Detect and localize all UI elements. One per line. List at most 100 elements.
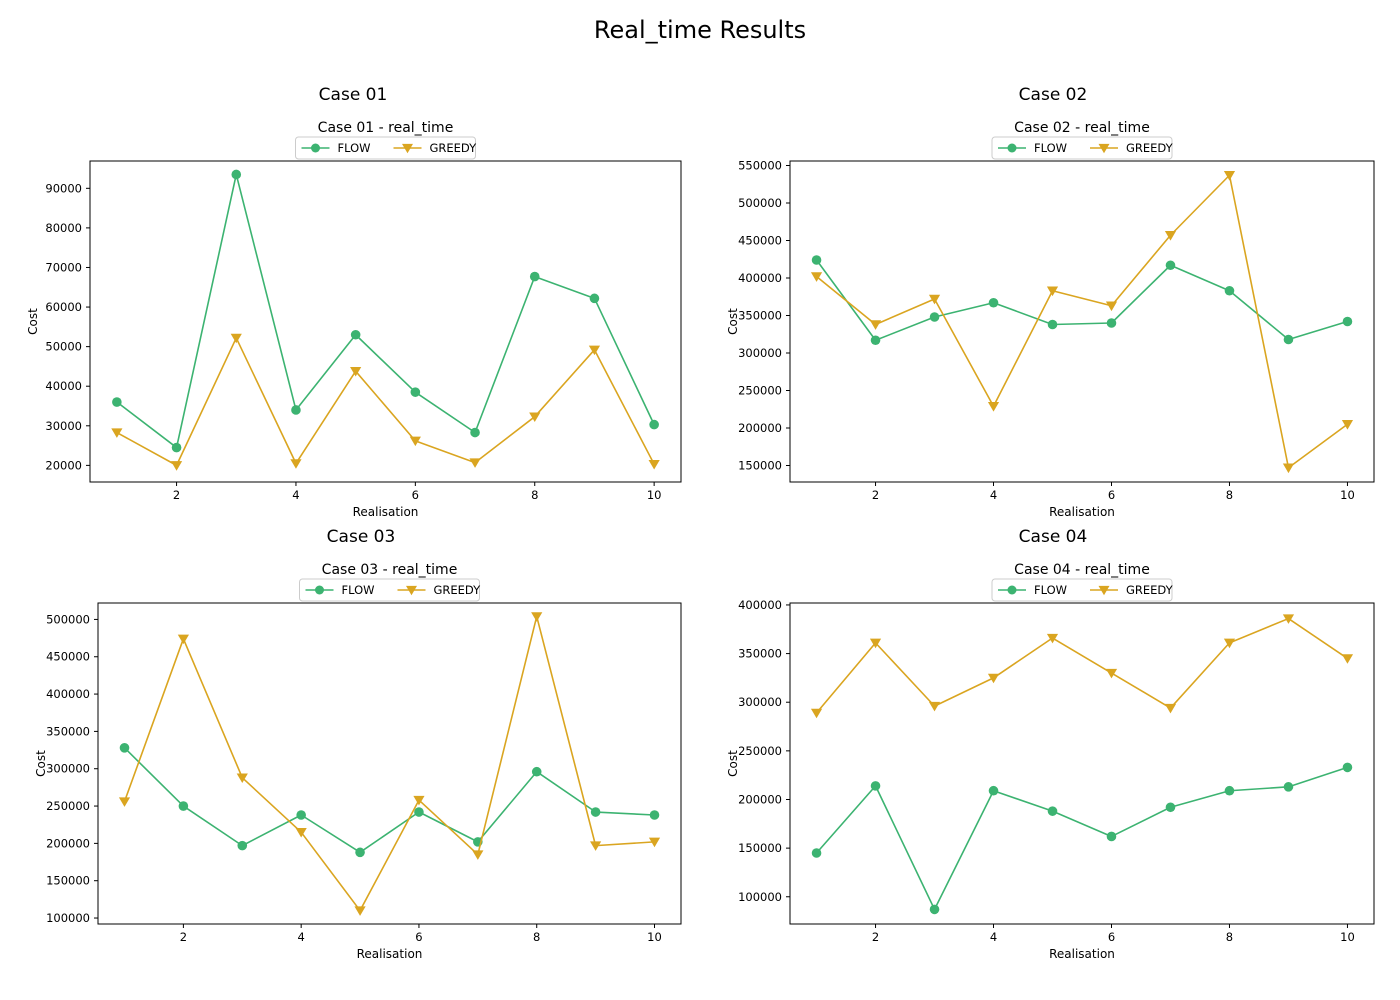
y-axis-label: Cost [726, 308, 740, 335]
data-point-greedy [531, 612, 543, 622]
y-tick-label: 450000 [738, 234, 782, 248]
data-point-greedy [1282, 614, 1295, 624]
data-point-flow [1224, 285, 1235, 296]
data-point-flow [1224, 785, 1235, 796]
y-tick-label: 100000 [738, 890, 782, 904]
y-tick-label: 400000 [738, 271, 782, 285]
data-point-greedy [869, 638, 882, 649]
y-tick-label: 150000 [46, 874, 90, 888]
data-point-flow [870, 781, 881, 791]
data-point-flow [355, 847, 365, 858]
data-point-greedy [588, 345, 601, 356]
data-point-flow [1047, 319, 1058, 330]
x-axis-label: Realisation [357, 947, 423, 961]
y-axis-label: Cost [34, 750, 48, 777]
data-point-flow [1106, 318, 1117, 328]
y-tick-label: 200000 [738, 421, 782, 435]
data-point-greedy [987, 402, 1000, 412]
data-point-greedy [1164, 231, 1177, 241]
series-line-flow [815, 766, 1348, 911]
data-point-greedy [869, 320, 882, 330]
data-point-greedy [472, 850, 484, 860]
legend-marker-greedy [1098, 585, 1110, 596]
y-tick-label: 20000 [45, 458, 82, 472]
legend: FLOW GREEDY [299, 578, 481, 602]
legend-label-greedy: GREEDY [1126, 141, 1174, 155]
data-point-greedy [295, 827, 307, 838]
y-tick-label: 150000 [738, 459, 782, 473]
series-greedy [118, 612, 661, 916]
x-tick-label: 6 [412, 488, 419, 502]
data-point-greedy [1223, 171, 1236, 181]
data-point-flow [1047, 806, 1058, 816]
data-point-greedy [1164, 703, 1177, 714]
x-tick-label: 4 [990, 930, 997, 944]
y-tick-label: 70000 [45, 260, 82, 274]
data-point-flow [171, 442, 182, 453]
y-tick-label: 300000 [738, 346, 782, 360]
data-point-flow [649, 419, 659, 430]
series-line-greedy [116, 337, 655, 467]
data-point-greedy [1341, 654, 1354, 664]
axes-title: Case 04 - real_time [1014, 562, 1150, 578]
series-line-greedy [816, 174, 1348, 469]
y-axis-label: Cost [726, 750, 740, 777]
data-point-flow [1106, 831, 1117, 842]
x-tick-label: 10 [1340, 930, 1355, 944]
data-point-flow [988, 297, 999, 308]
case-heading: Case 03 [327, 527, 396, 547]
series-flow [112, 169, 659, 453]
data-point-greedy [590, 841, 602, 851]
data-point-flow [589, 293, 600, 304]
data-point-flow [470, 427, 480, 438]
data-point-greedy [409, 436, 421, 447]
data-point-flow [870, 335, 881, 346]
x-tick-label: 4 [298, 930, 305, 944]
y-tick-label: 200000 [738, 792, 782, 806]
y-tick-label: 550000 [738, 159, 782, 173]
data-point-greedy [118, 797, 131, 807]
legend: FLOW GREEDY [295, 136, 477, 160]
y-tick-label: 50000 [45, 340, 82, 354]
data-point-greedy [1105, 668, 1118, 679]
subplot-case-1: Case 01 Case 01 - real_time FLOW GREEDY 2 4 6 8… [26, 85, 682, 519]
legend-label-greedy: GREEDY [1126, 583, 1174, 597]
x-tick-label: 2 [872, 930, 879, 944]
data-point-flow [1283, 782, 1294, 792]
y-tick-label: 500000 [738, 196, 782, 210]
series-greedy [111, 333, 660, 471]
legend-marker-flow [1007, 143, 1017, 153]
data-point-greedy [413, 795, 425, 806]
case-heading: Case 04 [1019, 527, 1088, 547]
data-point-flow [929, 312, 940, 322]
data-point-flow [929, 904, 940, 915]
legend-label-flow: FLOW [1034, 583, 1067, 597]
legend-frame [991, 136, 1173, 160]
x-tick-label: 2 [872, 488, 879, 502]
data-point-flow [291, 405, 301, 415]
legend-marker-greedy [402, 143, 413, 154]
legend: FLOW GREEDY [991, 578, 1174, 602]
legend-marker-greedy [1098, 143, 1110, 154]
data-point-flow [1342, 316, 1353, 327]
data-point-flow [296, 810, 306, 820]
series-flow [811, 255, 1353, 346]
series-greedy [810, 171, 1354, 474]
y-tick-label: 400000 [46, 687, 90, 701]
data-point-flow [119, 743, 130, 753]
y-tick-label: 250000 [738, 744, 782, 758]
data-point-flow [414, 807, 424, 817]
data-point-greedy [354, 906, 366, 916]
y-tick-label: 500000 [46, 612, 90, 626]
y-tick-label: 30000 [45, 419, 82, 433]
x-tick-label: 6 [1108, 930, 1115, 944]
legend-label-flow: FLOW [1034, 141, 1067, 155]
data-point-greedy [236, 773, 248, 784]
data-point-greedy [529, 412, 541, 423]
y-tick-label: 80000 [45, 221, 82, 235]
data-point-flow [410, 387, 421, 397]
legend-label-flow: FLOW [338, 141, 371, 155]
x-tick-label: 2 [173, 488, 180, 502]
